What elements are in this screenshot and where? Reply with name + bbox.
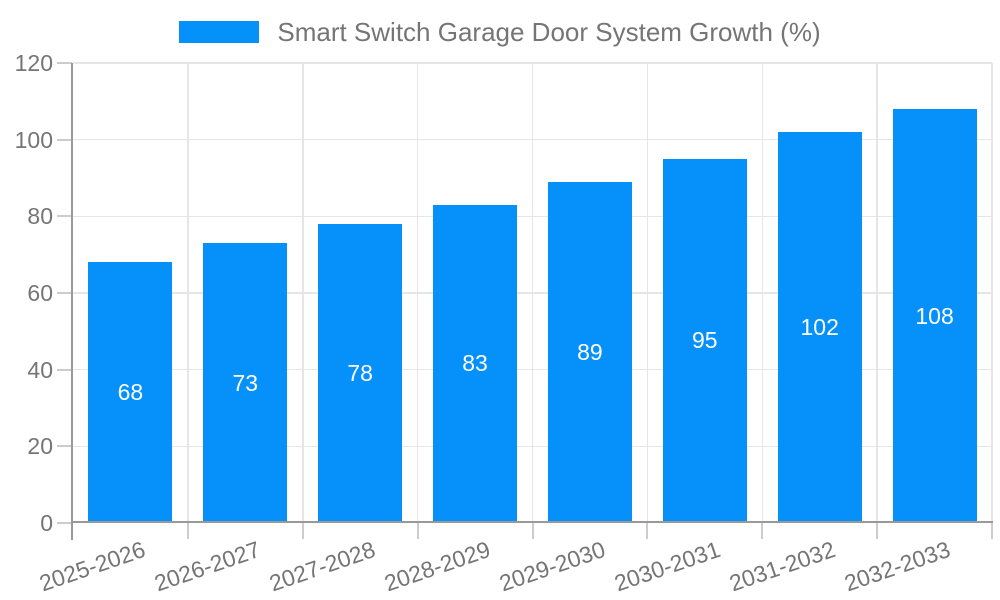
x-tick-mark [416,523,419,539]
x-gridline [531,63,534,523]
y-tick-label: 40 [27,356,53,383]
x-tick-mark [531,523,534,539]
x-tick-mark [991,523,993,539]
y-tick-mark [57,138,72,141]
x-gridline [991,63,993,523]
bar-value-label: 102 [800,314,839,340]
y-tick-mark [57,292,72,294]
y-tick-mark [57,62,72,64]
x-tick-label: 2029-2030 [495,536,609,597]
x-tick-mark [186,523,189,539]
bar[interactable]: 68 [88,262,173,523]
bar-value-label: 95 [692,327,718,354]
y-tick-mark [57,368,72,371]
bar[interactable]: 83 [433,204,518,523]
x-tick-label: 2026-2027 [151,536,264,597]
y-tick-mark [57,445,72,448]
bar[interactable]: 89 [547,181,632,523]
y-axis-line [71,63,73,540]
y-tick-label: 0 [40,510,53,536]
legend-swatch [179,21,260,43]
x-tick-mark [876,523,879,539]
bar[interactable]: 78 [318,224,403,523]
x-tick-label: 2032-2033 [840,536,954,597]
legend: Smart Switch Garage Door System Growth (… [0,19,1000,45]
y-tick-label: 60 [27,280,53,306]
x-tick-label: 2027-2028 [266,536,379,597]
bar[interactable]: 102 [777,132,862,523]
x-tick-mark [646,523,649,539]
y-tick-mark [57,522,72,524]
x-gridline [302,63,304,523]
x-gridline [876,63,878,523]
bar[interactable]: 108 [892,109,977,523]
x-tick-mark [761,523,764,539]
bar-value-label: 83 [462,350,488,377]
bar[interactable]: 73 [203,243,288,523]
y-tick-mark [57,215,72,218]
x-gridline [761,63,763,523]
x-tick-label: 2031-2032 [725,536,839,597]
y-tick-label: 20 [27,433,53,460]
bar-value-label: 73 [232,369,259,396]
x-gridline [416,63,419,523]
legend-item[interactable]: Smart Switch Garage Door System Growth (… [179,17,821,47]
y-tick-label: 120 [14,50,53,76]
bar-value-label: 89 [577,338,603,365]
y-tick-label: 80 [27,203,53,230]
x-gridline [187,63,189,523]
legend-label: Smart Switch Garage Door System Growth (… [277,17,821,47]
x-axis-line [71,521,993,523]
x-tick-mark [301,523,304,539]
x-tick-label: 2025-2026 [36,536,149,597]
bar-value-label: 108 [915,302,954,329]
bar-value-label: 68 [117,379,144,406]
bar-value-label: 78 [347,360,373,386]
bar[interactable]: 95 [662,158,747,523]
x-tick-label: 2028-2029 [381,536,494,597]
x-gridline [646,63,649,523]
y-tick-label: 100 [14,126,53,153]
x-tick-label: 2030-2031 [610,536,724,597]
